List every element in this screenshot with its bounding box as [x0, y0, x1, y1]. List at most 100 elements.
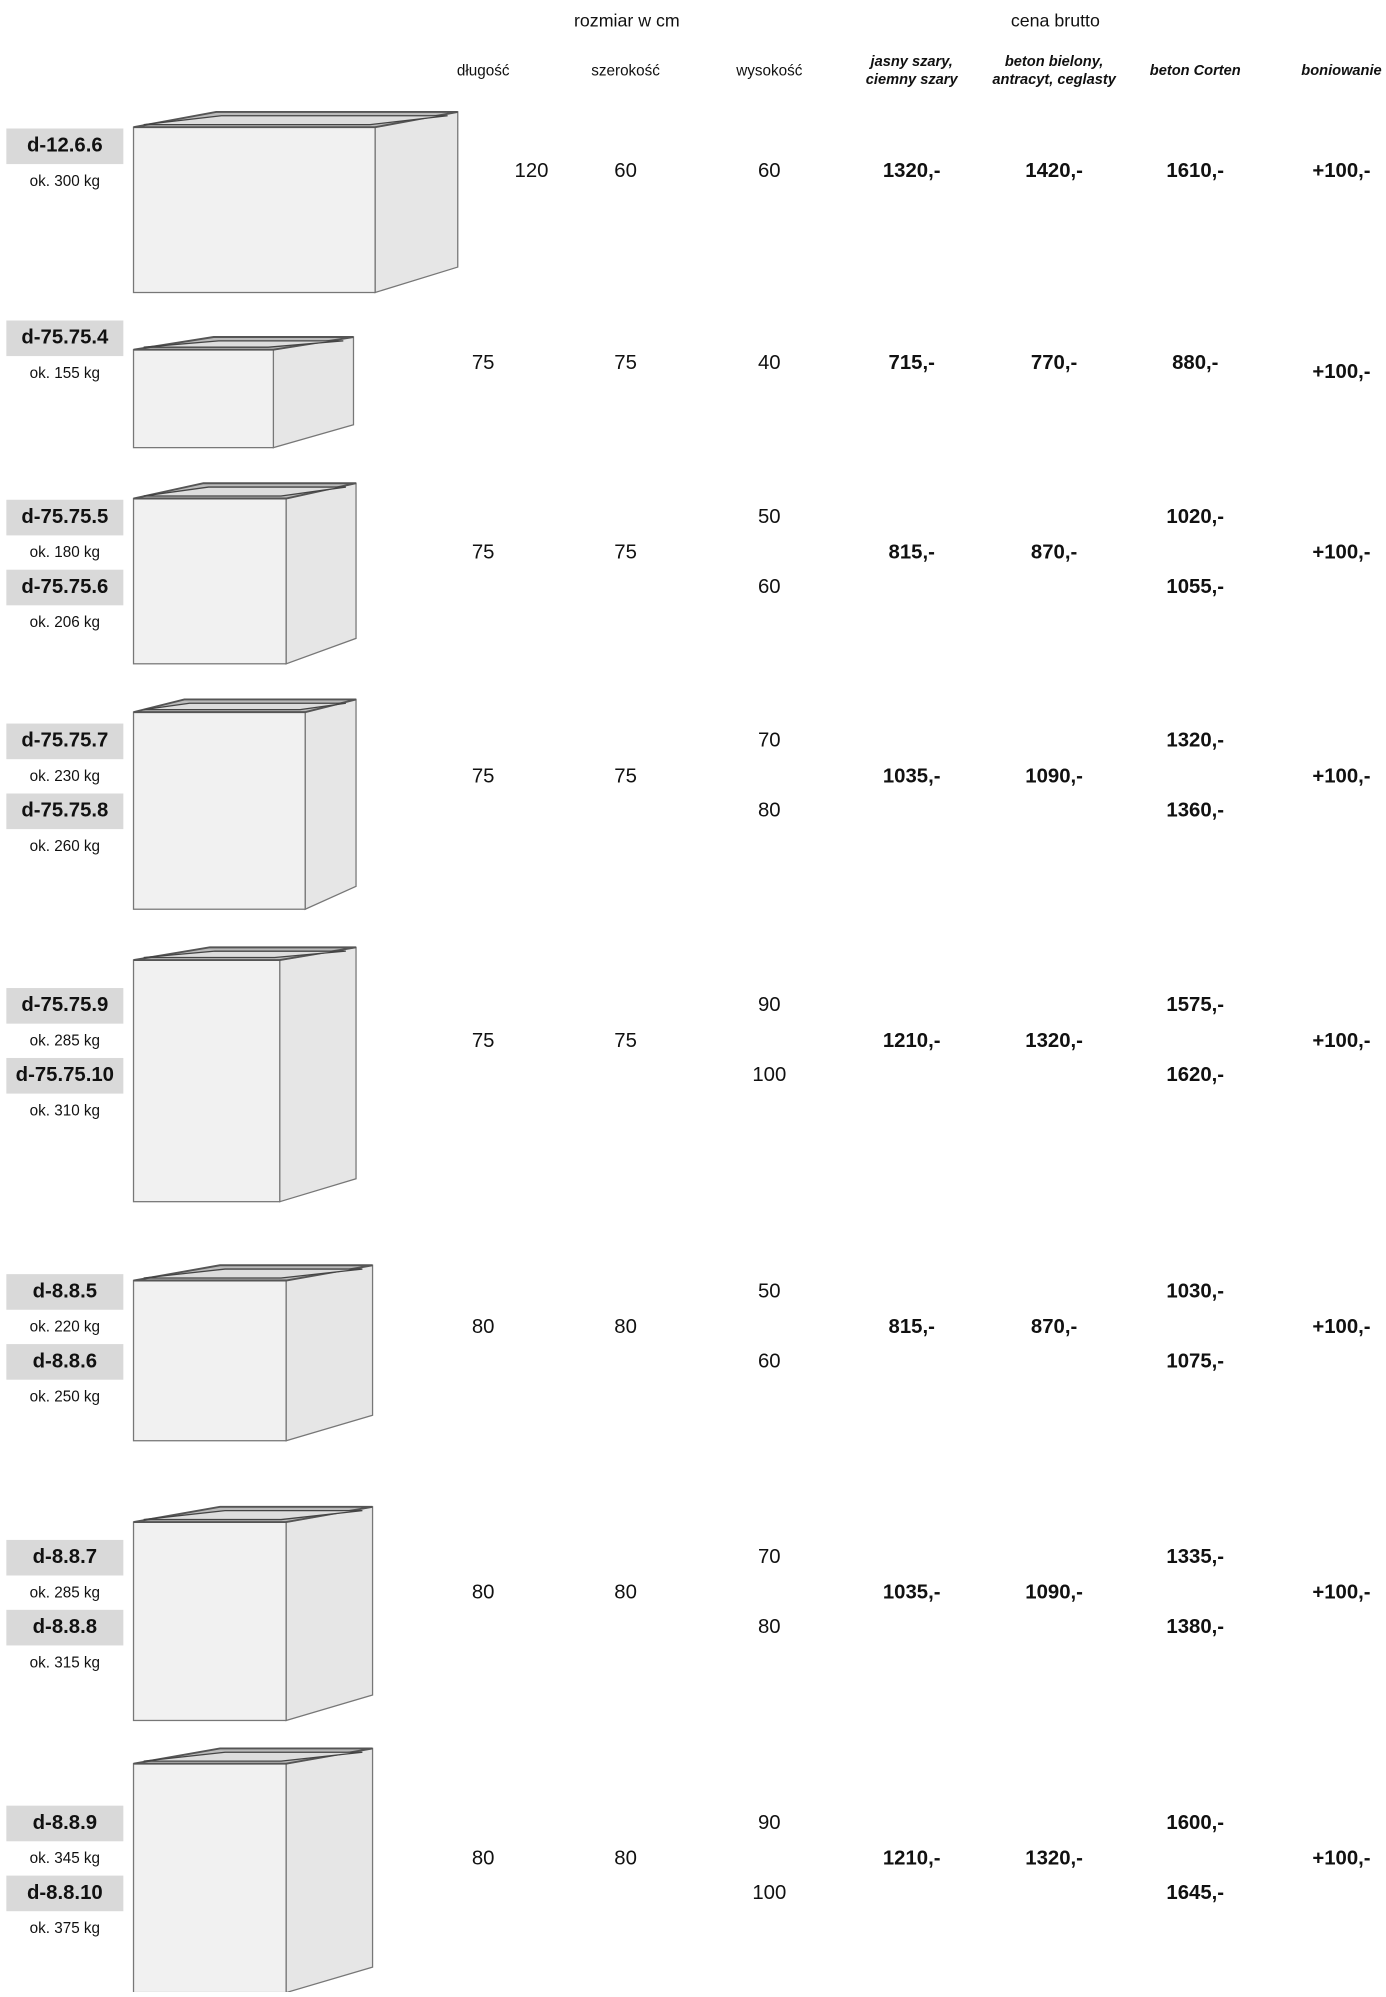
planter-side — [285, 482, 357, 665]
boniowanie: +100,- — [1312, 1030, 1370, 1052]
planter-front — [132, 711, 306, 910]
planter-side — [285, 1506, 374, 1722]
heights: 50 — [758, 1280, 781, 1302]
width: 75 — [614, 765, 637, 787]
planter-side — [285, 1747, 374, 1994]
planter-front — [132, 126, 376, 294]
price-light: 815,- — [889, 1316, 935, 1338]
price-white: 1320,- — [1025, 1030, 1083, 1052]
model-weight: ok. 300 kg — [30, 173, 100, 190]
model-weight: ok. 220 kg — [30, 1319, 100, 1336]
width: 80 — [614, 1847, 637, 1869]
heights: 90 — [758, 1812, 781, 1834]
code-bg — [6, 128, 124, 165]
size-group-header: rozmiar w cm — [574, 10, 680, 30]
boniowanie: +100,- — [1312, 1316, 1370, 1338]
model-code: d-75.75.7 — [21, 730, 108, 752]
corten: 1360,- — [1166, 800, 1224, 822]
planter-front — [132, 959, 281, 1203]
model-code: d-75.75.6 — [21, 576, 108, 598]
heights: 40 — [758, 352, 781, 374]
code-bg — [6, 1539, 124, 1576]
width: 75 — [614, 542, 637, 564]
heights: 60 — [758, 160, 781, 182]
column-header: jasny szary, — [869, 54, 953, 70]
model-weight: ok. 155 kg — [30, 365, 100, 382]
heights: 100 — [752, 1882, 786, 1904]
heights: 80 — [758, 1616, 781, 1638]
width: 75 — [614, 352, 637, 374]
planter-front — [132, 349, 275, 449]
model-code: d-8.8.7 — [33, 1546, 97, 1568]
code-bg — [6, 1274, 124, 1310]
price-white: 870,- — [1031, 1316, 1077, 1338]
column-header: boniowanie — [1301, 63, 1381, 79]
planter-front — [132, 497, 287, 665]
price-group-header: cena brutto — [1011, 10, 1100, 30]
model-weight: ok. 315 kg — [30, 1654, 100, 1671]
code-bg — [6, 499, 124, 536]
price-light: 1035,- — [883, 1582, 941, 1604]
corten: 1020,- — [1166, 506, 1224, 528]
code-bg — [6, 1344, 124, 1380]
corten: 1055,- — [1166, 576, 1224, 598]
price-light: 715,- — [889, 352, 935, 374]
model-code: d-8.8.9 — [33, 1812, 97, 1834]
column-header: wysokość — [735, 62, 802, 79]
model-weight: ok. 206 kg — [30, 614, 100, 631]
heights: 90 — [758, 994, 781, 1016]
price-white: 1320,- — [1025, 1847, 1083, 1869]
heights: 100 — [752, 1064, 786, 1086]
corten: 1610,- — [1166, 160, 1224, 182]
column-header: beton bielony, — [1005, 54, 1103, 70]
price-white: 870,- — [1031, 542, 1077, 564]
heights: 60 — [758, 1350, 781, 1372]
corten: 1030,- — [1166, 1280, 1224, 1302]
length: 120 — [515, 160, 549, 182]
model-code: d-75.75.4 — [21, 327, 109, 349]
width: 80 — [614, 1316, 637, 1338]
price-white: 1090,- — [1025, 1582, 1083, 1604]
column-header: długość — [457, 62, 510, 79]
price-light: 1320,- — [883, 160, 941, 182]
planter-opening — [143, 1751, 363, 1762]
price-light: 1210,- — [883, 1847, 941, 1869]
code-bg — [6, 723, 124, 760]
price-light: 1210,- — [883, 1030, 941, 1052]
planter-opening — [143, 1510, 363, 1521]
length: 80 — [472, 1582, 495, 1604]
price-white: 1420,- — [1025, 160, 1083, 182]
model-code: d-75.75.5 — [21, 506, 108, 528]
price-white: 770,- — [1031, 352, 1077, 374]
corten: 1075,- — [1166, 1350, 1224, 1372]
length: 80 — [472, 1847, 495, 1869]
column-header: szerokość — [591, 62, 660, 79]
length: 75 — [472, 352, 495, 374]
corten: 1620,- — [1166, 1064, 1224, 1086]
corten: 1320,- — [1166, 730, 1224, 752]
width: 60 — [614, 160, 637, 182]
planter-front — [132, 1763, 287, 1994]
model-code: d-75.75.10 — [16, 1064, 114, 1086]
price-light: 1035,- — [883, 765, 941, 787]
boniowanie: +100,- — [1312, 1847, 1370, 1869]
planter-side — [304, 698, 357, 911]
model-weight: ok. 310 kg — [30, 1102, 100, 1119]
price-light: 815,- — [889, 542, 935, 564]
heights: 70 — [758, 730, 781, 752]
planter-opening — [143, 950, 346, 959]
planter-side — [279, 946, 357, 1203]
code-bg — [6, 793, 124, 830]
code-bg — [6, 320, 124, 357]
code-bg — [6, 1875, 124, 1912]
model-code: d-12.6.6 — [27, 135, 103, 157]
heights: 70 — [758, 1546, 781, 1568]
model-code: d-75.75.9 — [21, 994, 108, 1016]
code-bg — [6, 988, 124, 1024]
length: 75 — [472, 765, 495, 787]
planter-opening — [143, 702, 346, 711]
boniowanie: +100,- — [1312, 765, 1370, 787]
model-weight: ok. 285 kg — [30, 1584, 100, 1601]
planter-opening — [143, 486, 346, 497]
code-bg — [6, 1057, 124, 1094]
